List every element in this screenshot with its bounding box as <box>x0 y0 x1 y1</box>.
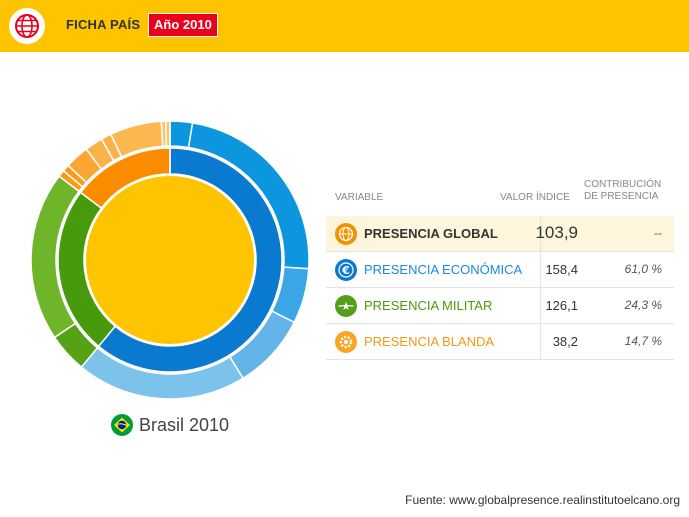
header-contribution-line1: CONTRIBUCIÓN <box>584 179 662 190</box>
row-label: PRESENCIA GLOBAL <box>364 226 498 241</box>
euro-icon: € <box>335 259 357 281</box>
table-row-militar[interactable]: PRESENCIA MILITAR 126,1 24,3 % <box>326 288 674 324</box>
caption-text: Brasil 2010 <box>139 415 230 435</box>
row-divider <box>540 324 541 359</box>
svg-text:€: € <box>341 264 350 277</box>
table-row-global[interactable]: PRESENCIA GLOBAL 103,9 -- <box>326 216 674 252</box>
globe-icon[interactable] <box>9 8 45 44</box>
brazil-flag-icon <box>111 414 133 436</box>
header-bar: FICHA PAÍS Año 2010 <box>0 0 689 52</box>
middle-ring-segment-0[interactable] <box>97 147 283 373</box>
row-contribution: -- <box>654 226 662 240</box>
table-row-economica[interactable]: € PRESENCIA ECONÓMICA 158,4 61,0 % <box>326 252 674 288</box>
header-contribution-line2: DE PRESENCIA <box>584 191 659 202</box>
header-value: VALOR ÍNDICE <box>500 192 570 203</box>
table-row-blanda[interactable]: PRESENCIA BLANDA 38,2 14,7 % <box>326 324 674 360</box>
row-value: 103,9 <box>535 223 578 242</box>
row-value: 126,1 <box>545 298 578 313</box>
row-value: 158,4 <box>545 262 578 277</box>
row-divider <box>540 288 541 323</box>
source-note: Fuente: www.globalpresence.realinstituto… <box>405 493 680 507</box>
star-wings-icon <box>335 295 357 317</box>
row-label: PRESENCIA BLANDA <box>364 334 495 349</box>
outer-ring-segment-14[interactable] <box>164 120 171 147</box>
header-variable: VARIABLE <box>335 192 384 203</box>
row-label: PRESENCIA ECONÓMICA <box>364 262 523 277</box>
page-title: FICHA PAÍS <box>66 17 141 32</box>
row-divider <box>540 252 541 287</box>
row-contribution: 61,0 % <box>624 262 662 276</box>
row-divider <box>540 216 541 251</box>
middle-ring-segment-2[interactable] <box>79 147 171 210</box>
gear-icon <box>335 331 357 353</box>
row-value: 38,2 <box>552 334 578 349</box>
globe-icon <box>335 223 357 245</box>
row-contribution: 14,7 % <box>624 334 662 348</box>
row-contribution: 24,3 % <box>624 298 662 312</box>
year-badge[interactable]: Año 2010 <box>148 13 218 37</box>
row-label: PRESENCIA MILITAR <box>364 298 493 313</box>
center-global-segment[interactable] <box>86 176 254 344</box>
